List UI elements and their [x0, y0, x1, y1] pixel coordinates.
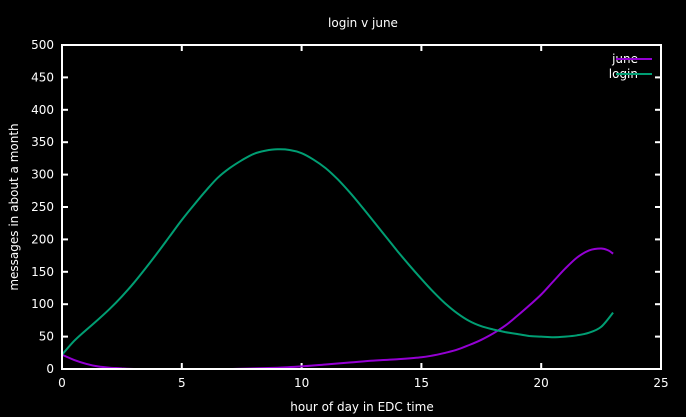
y-tick-label: 100 — [31, 297, 54, 311]
y-axis-label: messages in about a month — [7, 123, 21, 290]
y-tick-label: 200 — [31, 232, 54, 246]
x-axis-label: hour of day in EDC time — [290, 400, 433, 414]
y-tick-label: 250 — [31, 200, 54, 214]
y-tick-label: 500 — [31, 38, 54, 52]
chart-title: login v june — [328, 16, 398, 30]
x-axis: 0 5 10 15 20 25 — [58, 45, 669, 390]
y-tick-label: 0 — [46, 362, 54, 376]
y-tick-label: 350 — [31, 135, 54, 149]
plot-frame — [61, 44, 662, 370]
y-tick-label: 300 — [31, 168, 54, 182]
x-tick-label: 10 — [294, 376, 309, 390]
series-line-june — [61, 247, 614, 371]
series-line-login — [61, 148, 614, 356]
y-tick-label: 450 — [31, 70, 54, 84]
y-tick-label: 150 — [31, 265, 54, 279]
plot-area — [61, 148, 614, 371]
y-tick-label: 50 — [39, 330, 54, 344]
x-tick-label: 20 — [534, 376, 549, 390]
x-tick-label: 0 — [58, 376, 66, 390]
x-tick-label: 5 — [178, 376, 186, 390]
x-tick-label: 25 — [653, 376, 668, 390]
x-tick-label: 15 — [414, 376, 429, 390]
y-axis: 0 50 100 150 200 250 300 350 400 450 500 — [31, 38, 661, 376]
y-tick-label: 400 — [31, 103, 54, 117]
